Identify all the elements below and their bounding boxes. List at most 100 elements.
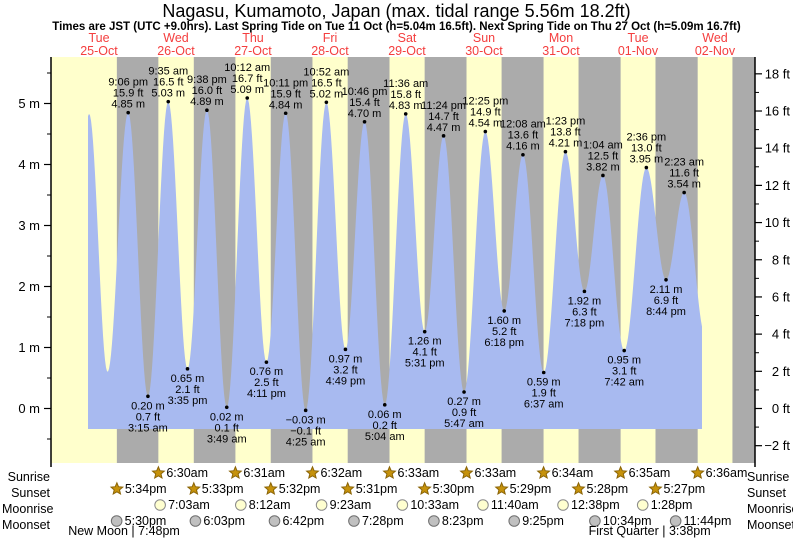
moonrise-circle-icon xyxy=(396,499,409,511)
sunrise-time: 6:34am xyxy=(552,466,594,480)
low-tide-annotation: 6.9 ft xyxy=(654,295,678,307)
high-tide-annotation: 3.54 m xyxy=(667,179,701,191)
sunset-time: 5:32pm xyxy=(279,482,321,496)
moonrise-time: 10:33am xyxy=(410,498,459,512)
moonset-circle-icon xyxy=(669,515,682,527)
day-label-date: 28-Oct xyxy=(311,44,349,58)
low-tide-annotation: 6.3 ft xyxy=(572,306,596,318)
low-tide-annotation: 3:15 am xyxy=(128,422,168,434)
tide-dot xyxy=(324,100,329,105)
low-tide-annotation: 3.1 ft xyxy=(612,366,636,378)
tide-dot xyxy=(146,394,150,399)
tide-dot xyxy=(622,348,627,353)
right-axis-tick-label: 16 ft xyxy=(765,104,791,119)
high-tide-annotation: 14.9 ft xyxy=(470,107,501,119)
moonset-time: 5:30pm xyxy=(125,514,167,528)
moon-phase-note: New Moon | 7:48pm xyxy=(68,524,180,538)
low-tide-annotation: 0.65 m xyxy=(171,373,205,385)
high-tide-annotation: 2:23 am xyxy=(664,157,704,169)
sunset-star-icon xyxy=(648,481,663,496)
high-tide-annotation: 1:04 am xyxy=(583,139,623,151)
low-tide-annotation: 0.95 m xyxy=(607,355,641,367)
moonset-circle-icon xyxy=(428,515,440,527)
moonset-time: 8:23pm xyxy=(442,514,484,528)
moonset-time: 7:28pm xyxy=(362,514,404,528)
low-tide-annotation: −0.1 ft xyxy=(290,425,321,437)
high-tide-annotation: 13.8 ft xyxy=(550,127,581,139)
sunrise-star-icon xyxy=(151,465,166,480)
sunrise-time: 6:32am xyxy=(320,466,362,480)
low-tide-annotation: 5:47 am xyxy=(444,418,484,430)
low-tide-annotation: 2.1 ft xyxy=(175,384,199,396)
sunset-star-icon xyxy=(186,481,201,496)
low-tide-annotation: 0.7 ft xyxy=(136,411,160,423)
moonset-time: 6:42pm xyxy=(282,514,324,528)
sunrise-star-icon xyxy=(228,465,243,480)
low-tide-annotation: 7:18 pm xyxy=(565,317,605,329)
low-tide-annotation: 2.11 m xyxy=(650,284,683,296)
low-tide-annotation: 0.27 m xyxy=(447,396,481,408)
moon-phase-note: First Quarter | 3:38pm xyxy=(589,524,711,538)
sunset-time: 5:34pm xyxy=(125,482,167,496)
left-axis-tick-label: 2 m xyxy=(18,279,40,294)
sunrise-time: 6:33am xyxy=(475,466,517,480)
day-label-weekday: Sat xyxy=(398,31,417,45)
low-tide-annotation: 0.1 ft xyxy=(215,422,239,434)
day-label-weekday: Fri xyxy=(323,31,338,45)
moonset-circle-icon xyxy=(589,515,601,527)
high-tide-annotation: 4.16 m xyxy=(506,141,540,153)
sunrise-time: 6:33am xyxy=(398,466,440,480)
day-label-date: 02-Nov xyxy=(695,44,736,58)
moonrise-circle-icon xyxy=(477,499,489,511)
high-tide-annotation: 12:25 pm xyxy=(462,96,508,108)
high-tide-annotation: 9:06 pm xyxy=(108,77,148,89)
high-tide-annotation: 16.0 ft xyxy=(192,85,223,97)
sunset-star-icon xyxy=(494,481,509,496)
low-tide-annotation: 4:25 am xyxy=(286,436,326,448)
moonset-circle-icon xyxy=(268,515,281,527)
moonset-time: 10:34pm xyxy=(603,514,652,528)
low-tide-annotation: 8:44 pm xyxy=(646,306,686,318)
high-tide-annotation: 5.02 m xyxy=(310,88,344,100)
low-tide-annotation: 0.2 ft xyxy=(373,420,397,432)
moonset-row-label-left: Moonset xyxy=(2,518,50,532)
high-tide-annotation: 11:24 pm xyxy=(421,100,466,112)
high-tide-annotation: 4.54 m xyxy=(469,118,503,130)
high-tide-annotation: 4.89 m xyxy=(190,96,224,108)
day-label-date: 27-Oct xyxy=(234,44,272,58)
high-tide-annotation: 12.5 ft xyxy=(588,150,619,162)
low-tide-annotation: 1.60 m xyxy=(487,315,521,327)
tide-dot xyxy=(601,173,605,178)
high-tide-annotation: 2:36 pm xyxy=(626,132,666,144)
sunrise-row-label-right: Sunrise xyxy=(747,470,790,484)
right-axis-tick-label: 18 ft xyxy=(765,66,791,81)
high-tide-annotation: 3.95 m xyxy=(630,154,664,166)
moonset-time: 11:44pm xyxy=(684,514,732,528)
high-tide-annotation: 15.4 ft xyxy=(349,97,380,109)
sunrise-time: 6:30am xyxy=(166,466,208,480)
low-tide-annotation: 0.06 m xyxy=(368,409,402,421)
low-tide-annotation: 6:18 pm xyxy=(484,337,524,349)
day-label-date: 31-Oct xyxy=(542,44,580,58)
low-tide-annotation: 4:11 pm xyxy=(247,388,286,400)
low-tide-annotation: 3.2 ft xyxy=(333,364,357,376)
sunset-star-icon xyxy=(109,481,125,496)
high-tide-annotation: 5.03 m xyxy=(151,88,185,100)
high-tide-annotation: 16.5 ft xyxy=(311,77,342,89)
right-axis-tick-label: 0 ft xyxy=(772,401,790,416)
high-tide-annotation: 3.82 m xyxy=(586,161,620,173)
low-tide-annotation: 6:37 am xyxy=(524,399,564,411)
tide-dot xyxy=(126,110,130,115)
sunrise-star-icon xyxy=(690,465,705,480)
moonset-circle-icon xyxy=(348,515,360,527)
high-tide-annotation: 4.83 m xyxy=(389,100,423,112)
tide-dot xyxy=(462,390,466,394)
high-tide-annotation: 13.6 ft xyxy=(508,130,539,142)
day-label-date: 30-Oct xyxy=(465,44,503,58)
tide-dot xyxy=(303,408,308,413)
day-label-date: 01-Nov xyxy=(618,44,659,58)
day-label-weekday: Sun xyxy=(473,31,495,45)
low-tide-annotation: 3:35 pm xyxy=(168,395,208,407)
